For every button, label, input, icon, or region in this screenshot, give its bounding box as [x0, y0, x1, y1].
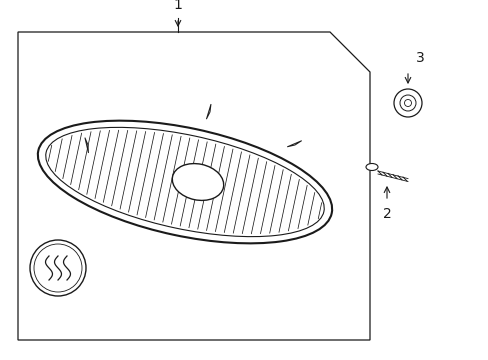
Text: 1: 1 [173, 0, 182, 12]
Ellipse shape [38, 121, 331, 243]
Ellipse shape [172, 163, 223, 201]
Text: 3: 3 [415, 51, 424, 65]
Ellipse shape [365, 163, 377, 171]
Ellipse shape [46, 127, 324, 237]
Circle shape [30, 240, 86, 296]
Text: 2: 2 [382, 207, 390, 221]
Circle shape [393, 89, 421, 117]
